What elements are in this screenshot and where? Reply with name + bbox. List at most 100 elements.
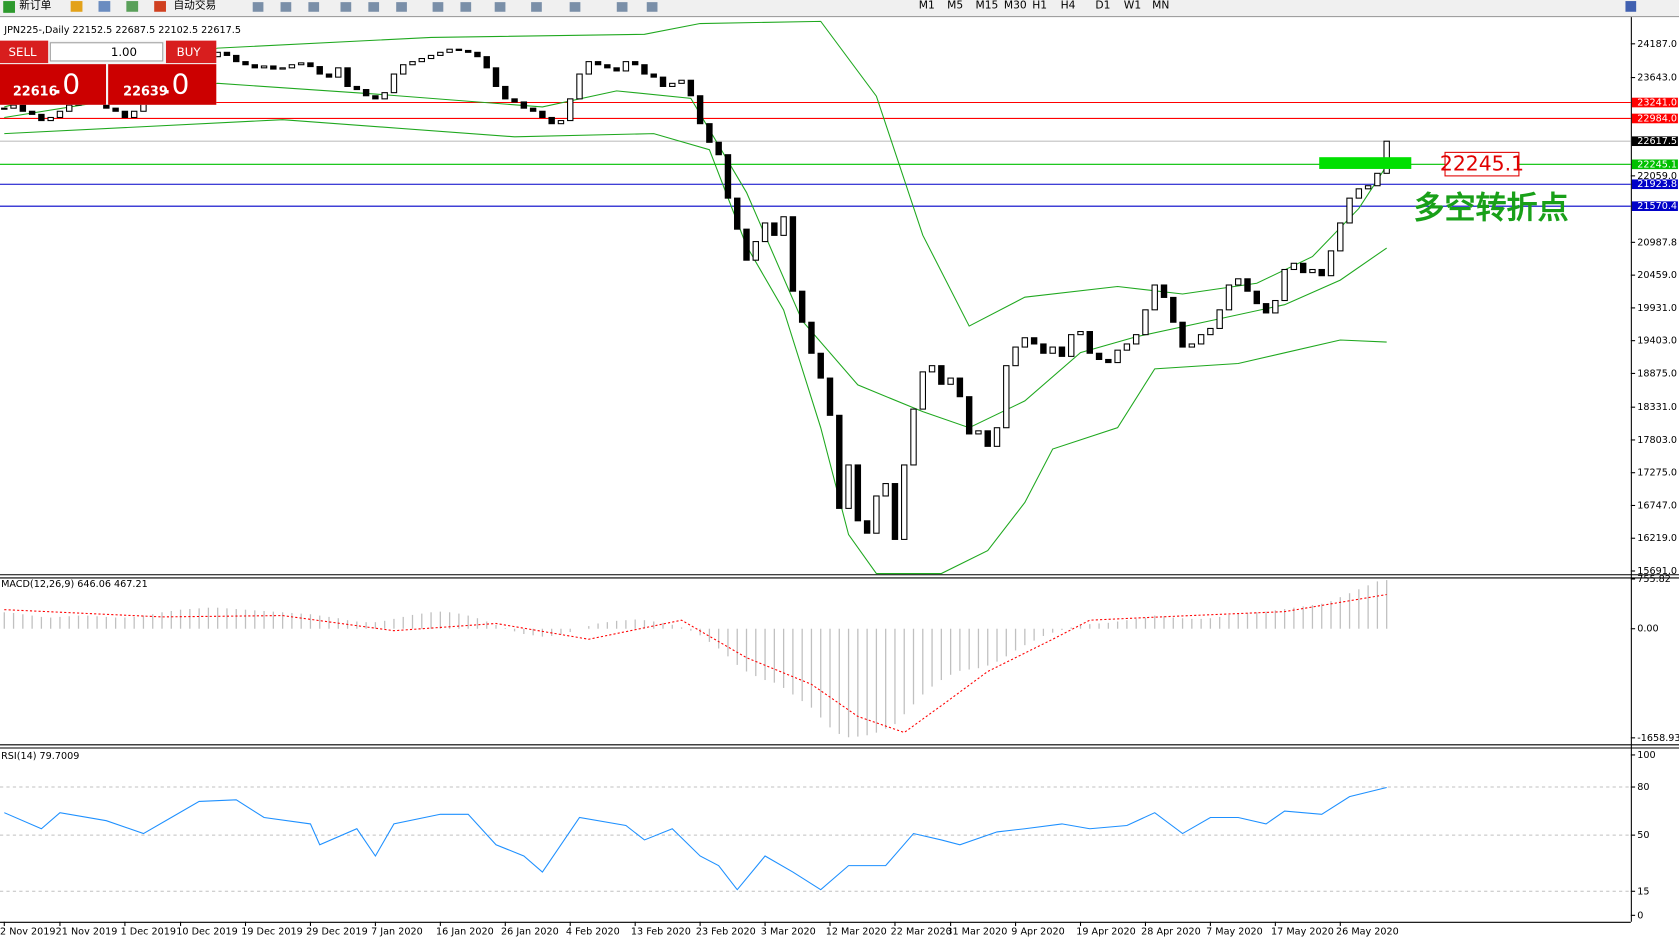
sell-price-box[interactable]	[0, 64, 107, 105]
sell-button[interactable]	[0, 40, 49, 64]
buy-price-big[interactable]: .0	[163, 68, 190, 101]
candle	[826, 377, 834, 416]
y-tick-label: 16219.0	[1637, 533, 1677, 544]
new-order-icon[interactable]	[3, 1, 15, 13]
candle	[1077, 331, 1084, 336]
sell-price-big[interactable]: .0	[54, 68, 81, 101]
y-tick-label: 17803.0	[1637, 435, 1677, 446]
x-tick-label: 7 May 2020	[1206, 926, 1263, 937]
toolbar-icon[interactable]	[616, 2, 628, 12]
candle	[260, 65, 268, 69]
new-order[interactable]: 新订单	[19, 0, 51, 11]
auto-trade[interactable]: 自动交易	[173, 0, 216, 11]
candle	[863, 520, 871, 534]
candle	[1235, 278, 1242, 286]
buy-price-box[interactable]	[108, 64, 217, 105]
candle	[19, 104, 27, 112]
candle	[1272, 299, 1279, 314]
candle	[464, 49, 472, 53]
candle	[910, 408, 917, 466]
candle	[891, 483, 899, 540]
level-label-bg	[1631, 159, 1678, 170]
candle	[390, 73, 398, 94]
candle	[687, 79, 695, 97]
buy-label[interactable]: BUY	[177, 45, 202, 59]
candle	[659, 76, 667, 87]
candle	[1, 107, 8, 110]
timeframe[interactable]: H1	[1032, 0, 1047, 11]
candle	[10, 104, 17, 109]
volume[interactable]: 1.00	[111, 45, 137, 59]
y-tick-label: 18331.0	[1637, 402, 1677, 413]
candle	[1318, 268, 1325, 277]
timeframe[interactable]: H4	[1061, 0, 1076, 11]
candle	[1105, 358, 1112, 364]
candle	[297, 62, 305, 66]
timeframe[interactable]: M30	[1004, 0, 1027, 11]
candle	[928, 365, 936, 373]
candle	[1021, 337, 1029, 348]
x-tick-label: 23 Feb 2020	[696, 926, 756, 937]
x-tick-label: 4 Feb 2020	[566, 926, 620, 937]
candle	[1160, 284, 1168, 298]
auto-trade-icon[interactable]	[154, 1, 166, 12]
candle	[1244, 278, 1251, 292]
candle	[1355, 188, 1363, 199]
toolbar-icon[interactable]	[569, 2, 581, 12]
toolbar-icon[interactable]	[252, 2, 264, 12]
candle	[511, 98, 518, 103]
level-label: 22984.0	[1637, 113, 1677, 124]
buy-button[interactable]	[165, 40, 217, 64]
sell-price[interactable]: 22616	[13, 84, 58, 99]
candle	[641, 64, 648, 75]
candle	[808, 321, 815, 354]
tool-icon[interactable]	[126, 1, 139, 12]
y-tick-label: 17275.0	[1637, 468, 1677, 479]
candle	[47, 116, 54, 122]
candle	[1151, 284, 1158, 311]
x-tick-label: 21 Nov 2019	[56, 926, 118, 937]
toolbar-icon[interactable]	[460, 2, 472, 12]
y-tick-label: 80	[1637, 782, 1649, 793]
search-icon[interactable]	[1625, 1, 1637, 12]
toolbar-icon[interactable]	[396, 2, 407, 12]
candle	[1012, 346, 1019, 367]
plot: 24187.0 23643.0 22059.0 20987.8 20459.0 19931…	[0, 20, 1679, 937]
candle	[270, 65, 277, 70]
candle	[409, 61, 416, 66]
candle	[594, 61, 602, 66]
candle	[1170, 296, 1177, 323]
toolbar-icon[interactable]	[368, 2, 380, 12]
candle	[1225, 284, 1233, 311]
toolbar-icon[interactable]	[340, 2, 352, 12]
macd-title: MACD(12,26,9) 646.06 467.21	[1, 579, 148, 590]
candle	[288, 64, 296, 69]
volume-box[interactable]	[49, 42, 164, 62]
timeframe[interactable]: W1	[1124, 0, 1141, 11]
candle	[789, 216, 797, 292]
timeframe[interactable]: M15	[975, 0, 998, 11]
toolbar-icon[interactable]	[280, 2, 292, 12]
candle	[669, 82, 676, 87]
timeframe[interactable]: M1	[919, 0, 935, 11]
buy-price[interactable]: 22639	[123, 84, 168, 99]
candle	[233, 54, 240, 63]
timeframe[interactable]: M5	[947, 0, 963, 11]
price-annotation: 22245.1	[1440, 152, 1524, 176]
level-label: 22617.5	[1637, 136, 1677, 147]
toolbar-icon[interactable]	[494, 2, 506, 12]
sell-label[interactable]: SELL	[9, 45, 37, 59]
tool-icon[interactable]	[98, 1, 111, 12]
toolbar-icon[interactable]	[531, 2, 542, 12]
level-label: 22245.1	[1637, 159, 1677, 170]
toolbar-icon[interactable]	[432, 2, 444, 12]
tool-icon[interactable]	[70, 1, 83, 12]
line	[4, 594, 1387, 734]
toolbar-icon[interactable]	[646, 2, 658, 12]
candle	[492, 67, 500, 87]
timeframe[interactable]: MN	[1152, 0, 1169, 11]
toolbar-icon[interactable]	[308, 2, 320, 12]
timeframe[interactable]: D1	[1095, 0, 1110, 11]
y-tick-label: 16747.0	[1637, 500, 1677, 511]
candle	[279, 67, 286, 70]
